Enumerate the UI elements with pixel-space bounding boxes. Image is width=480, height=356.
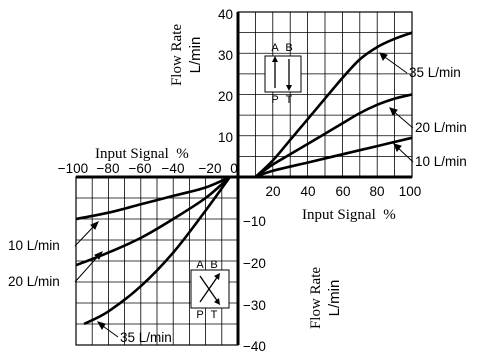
series-10-lpm-positive-line (254, 136, 413, 179)
series-35-lpm-positive-line (254, 31, 413, 178)
y-tick-label: 20 (218, 89, 233, 104)
y-tick-label: 30 (218, 48, 233, 63)
y-axis-title-bottom-line1: Flow Rate (308, 267, 324, 329)
x-axis-title-right: Input Signal % (302, 207, 396, 223)
series-label-20-bottom: 20 L/min (8, 274, 60, 289)
x-tick-label: −60 (129, 161, 152, 176)
valve-bottom-port-b: B (210, 259, 217, 271)
x-axis-title-left: Input Signal % (95, 146, 189, 162)
series-20-lpm-positive-line (254, 93, 413, 179)
valve-bottom-port-p: P (196, 309, 203, 321)
grid-positive-quadrant (237, 11, 413, 178)
y-tick-label: −40 (243, 339, 266, 354)
x-tick-label: 20 (265, 184, 280, 199)
valve-top-port-p: P (271, 94, 278, 106)
y-tick-label: −20 (243, 256, 266, 271)
y-tick-label: −10 (243, 214, 266, 229)
x-tick-label: 40 (300, 184, 315, 199)
x-tick-label: 80 (369, 184, 384, 199)
series-35-lpm-negative-line (83, 176, 231, 326)
valve-symbol-top: A B P T (264, 42, 302, 106)
y-axis-title-bottom: Flow Rate L/min (308, 267, 343, 329)
valve-top-port-t: T (286, 94, 293, 106)
label-leaders (74, 52, 414, 338)
x-tick-label: −40 (162, 161, 185, 176)
x-tick-label: −100 (58, 161, 88, 176)
x-tick-labels-negative: −100 −80 −60 −40 −20 0 (58, 161, 238, 176)
x-tick-label: 60 (335, 184, 350, 199)
valve-bottom-port-a: A (196, 259, 204, 271)
x-tick-label: 0 (230, 161, 238, 176)
y-axis-title-top: Flow Rate L/min (169, 24, 204, 86)
series-35-lpm (83, 31, 413, 326)
x-tick-labels-positive: 20 40 60 80 100 (265, 184, 421, 199)
y-tick-labels-positive: 10 20 30 40 (218, 7, 233, 145)
y-axis-title-bottom-line2: L/min (326, 280, 343, 317)
series-label-35-bottom: 35 L/min (120, 330, 172, 345)
series-label-35-top: 35 L/min (409, 65, 461, 80)
valve-top-port-a: A (271, 42, 279, 54)
series-label-10-top: 10 L/min (415, 154, 467, 169)
grid-negative-quadrant (75, 176, 239, 346)
y-axis-title-top-line1: Flow Rate (169, 24, 185, 86)
series-20-lpm-negative-line (75, 176, 231, 267)
series-label-20-top: 20 L/min (415, 120, 467, 135)
y-tick-label: 40 (218, 7, 233, 22)
y-tick-label: −30 (243, 298, 266, 313)
series-20-lpm (75, 93, 413, 267)
y-tick-labels-negative: −10 −20 −30 −40 (243, 214, 266, 354)
y-tick-label: 10 (218, 130, 233, 145)
x-tick-label: −80 (97, 161, 120, 176)
valve-top-port-b: B (285, 42, 292, 54)
y-axis-title-top-line2: L/min (187, 37, 204, 74)
series-label-10-bottom: 10 L/min (8, 238, 60, 253)
valve-bottom-port-t: T (211, 309, 218, 321)
series-10-lpm (75, 136, 413, 221)
valve-symbol-bottom: A B P T (190, 259, 230, 321)
x-tick-label: 100 (399, 184, 422, 199)
x-tick-label: −20 (199, 161, 222, 176)
series-10-lpm-negative-line (75, 175, 231, 221)
